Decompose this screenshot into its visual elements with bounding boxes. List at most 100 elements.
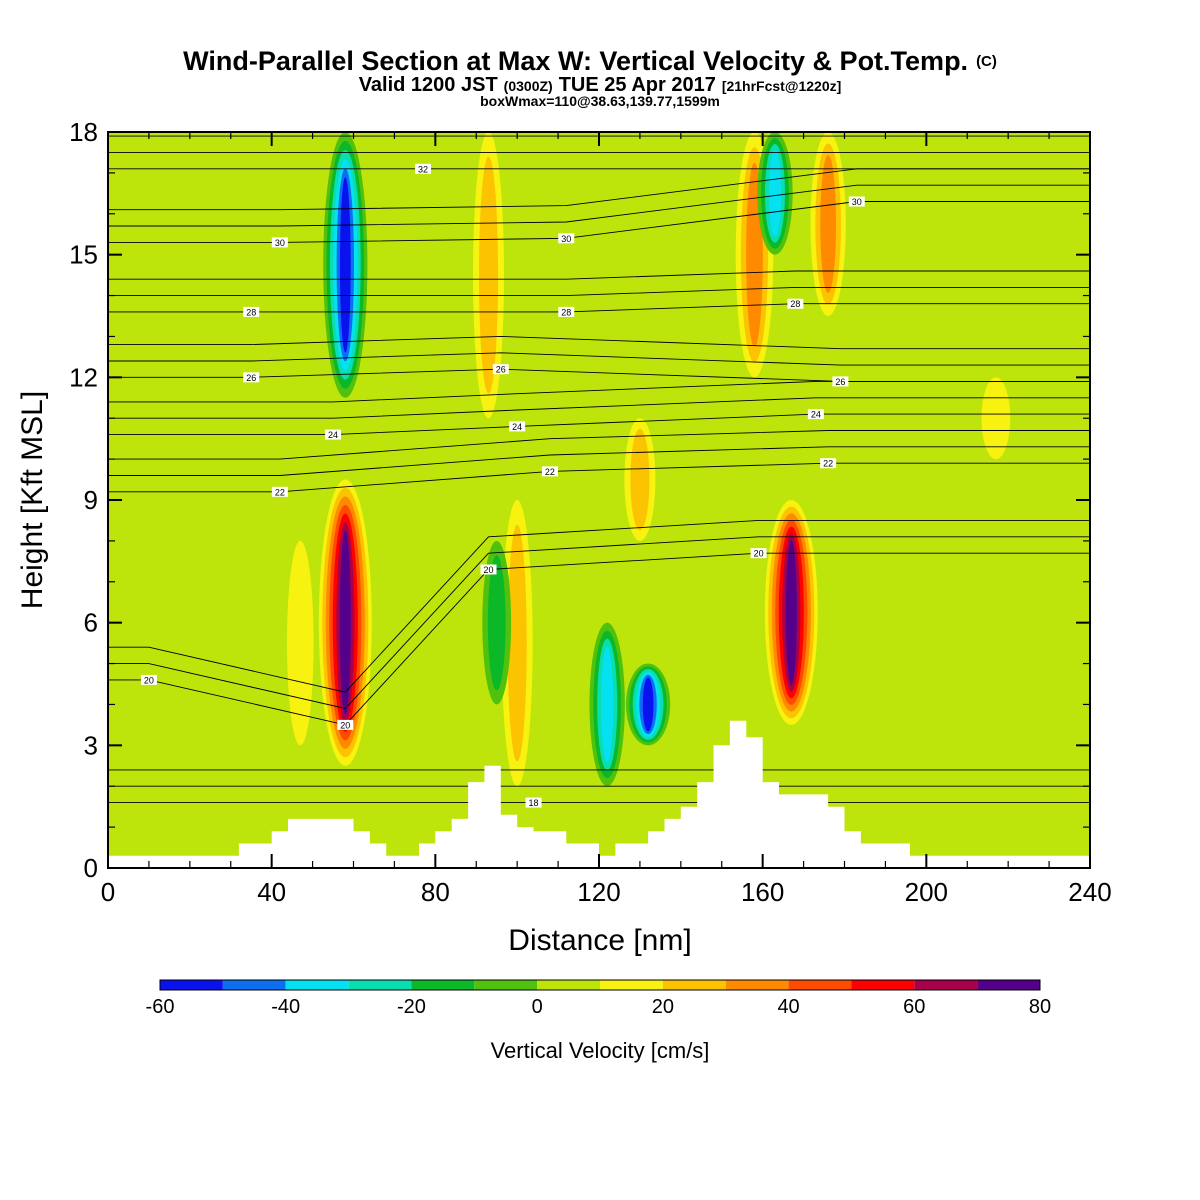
theta-line (108, 536, 1090, 709)
theta-label: 22 (545, 467, 555, 477)
x-tick-label: 120 (577, 877, 620, 907)
theta-label: 28 (790, 299, 800, 309)
colorbar-swatch (600, 980, 663, 990)
theta-line (108, 446, 1090, 476)
theta-label-bg (271, 486, 288, 497)
colorbar-tick-label: 20 (652, 996, 674, 1018)
velocity-contour (339, 177, 351, 353)
colorbar-tick-label: 60 (903, 996, 925, 1018)
colorbar: -60 -40 -20 0 20 40 60 80 (146, 979, 1051, 1018)
theta-label: 20 (144, 675, 154, 685)
theta-line (108, 270, 1090, 280)
theta-line (108, 519, 1090, 693)
colorbar-tick-label: -60 (146, 996, 175, 1018)
theta-label: 26 (496, 365, 506, 375)
colorbar-tick-label: 0 (532, 996, 543, 1018)
theta-label: 24 (811, 410, 821, 420)
velocity-contour (487, 555, 506, 691)
terrain (108, 720, 1090, 868)
colorbar-title: Vertical Velocity [cm/s] (491, 1038, 710, 1063)
colorbar-swatch (222, 980, 286, 990)
theta-line (108, 430, 1090, 460)
theta-label: 20 (340, 720, 350, 730)
theta-label-bg (480, 564, 497, 575)
x-axis-title: Distance [nm] (508, 924, 691, 957)
theta-label-bg (509, 421, 526, 432)
x-tick-label: 0 (101, 877, 115, 907)
theta-label-bg (525, 797, 542, 808)
theta-label: 22 (823, 459, 833, 469)
x-tick-label: 160 (741, 877, 784, 907)
theta-label: 18 (529, 798, 539, 808)
theta-label-bg (243, 372, 260, 383)
theta-label: 30 (561, 234, 571, 244)
colorbar-tick-label: -20 (397, 996, 426, 1018)
velocity-contour (630, 428, 650, 531)
theta-label-bg (807, 409, 824, 420)
theta-label-bg (415, 163, 432, 174)
y-axis-title: Height [Kft MSL] (16, 391, 49, 609)
theta-label-bg (140, 674, 157, 685)
colorbar-swatch (285, 980, 349, 990)
theta-label-bg (820, 458, 837, 469)
theta-label: 28 (246, 307, 256, 317)
y-tick-label: 18 (69, 117, 98, 147)
velocity-contour (601, 646, 614, 763)
colorbar-swatch (788, 980, 852, 990)
velocity-contour (820, 155, 837, 293)
theta-label-bg (558, 306, 575, 317)
chart-title: Wind-Parallel Section at Max W: Vertical… (183, 46, 997, 76)
title-mark: (C) (976, 53, 997, 70)
y-tick-label: 6 (84, 608, 98, 638)
y-tick-label: 0 (84, 853, 98, 883)
chart-subtitle: Valid 1200 JST (0300Z) TUE 25 Apr 2017 [21h… (359, 74, 842, 96)
y-tick-label: 3 (84, 730, 98, 760)
colorbar-frame (159, 979, 1041, 991)
theta-label-bg (492, 364, 509, 375)
velocity-contour (768, 150, 782, 237)
theta-label-bg (750, 548, 767, 559)
colorbar-swatch (914, 980, 978, 990)
x-tick-label: 240 (1068, 877, 1111, 907)
y-tick-label: 15 (69, 240, 98, 270)
colorbar-tick-label: 40 (777, 996, 799, 1018)
theta-label-bg (325, 429, 342, 440)
colorbar-swatch (977, 980, 1040, 990)
y-tick-label: 9 (84, 485, 98, 515)
velocity-contour (507, 524, 527, 762)
theta-label: 24 (328, 430, 338, 440)
velocity-contour (339, 530, 351, 715)
colorbar-tick-label: -40 (271, 996, 300, 1018)
theta-line (108, 286, 1090, 297)
theta-label: 22 (275, 487, 285, 497)
colorbar-swatch (411, 980, 475, 990)
theta-label: 20 (754, 549, 764, 559)
theta-label-bg (541, 466, 558, 477)
theta-line (108, 184, 1090, 227)
colorbar-swatch (537, 980, 600, 990)
colorbar-swatch (348, 980, 412, 990)
colorbar-swatch (851, 980, 915, 990)
theta-label-bg (787, 298, 804, 309)
colorbar-swatch (662, 980, 726, 990)
velocity-contour (642, 677, 654, 732)
colorbar-tick-label: 80 (1029, 996, 1051, 1018)
theta-label-bg (832, 376, 849, 387)
colorbar-swatch (725, 980, 789, 990)
velocity-contour (785, 539, 797, 685)
colorbar-swatch (160, 980, 223, 990)
chart-subtitle-2: boxWmax=110@38.63,139.77,1599m (480, 93, 720, 109)
theta-label-bg (271, 237, 288, 248)
theta-label-bg (337, 719, 354, 730)
theta-line (108, 397, 1090, 419)
colorbar-swatch (474, 980, 538, 990)
y-tick-label: 12 (69, 362, 98, 392)
theta-label: 30 (852, 197, 862, 207)
theta-label: 30 (275, 238, 285, 248)
theta-label: 32 (418, 164, 428, 174)
theta-contours: 20 20 20 20 18 22 22 22 24 24 24 26 26 26 28 28 28 30 30 30… (108, 135, 1090, 808)
theta-label-bg (558, 233, 575, 244)
theta-label: 28 (561, 307, 571, 317)
